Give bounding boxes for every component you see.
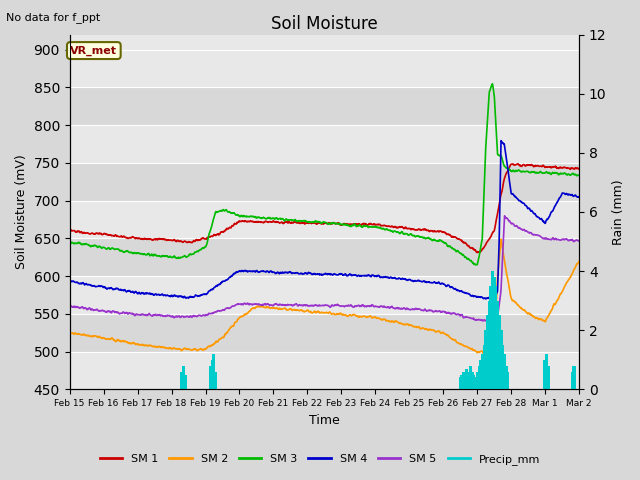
SM 3 (296, 218, 304, 224)
SM 3 (326, 221, 334, 227)
SM 4 (543, 216, 551, 222)
SM 5 (66, 304, 74, 310)
Line: SM 1: SM 1 (70, 164, 579, 252)
SM 4 (157, 292, 164, 298)
SM 1 (515, 161, 522, 167)
SM 4 (497, 138, 505, 144)
Bar (70, 49, 579, 87)
SM 2 (66, 330, 74, 336)
SM 3 (66, 240, 74, 246)
SM 4 (482, 296, 490, 302)
SM 3 (157, 254, 164, 260)
SM 2 (497, 236, 505, 242)
Line: SM 4: SM 4 (70, 141, 579, 299)
SM 1 (296, 220, 304, 226)
SM 2 (417, 326, 424, 332)
SM 4 (575, 194, 583, 200)
Line: SM 2: SM 2 (70, 239, 579, 354)
SM 4 (326, 272, 334, 277)
Y-axis label: Rain (mm): Rain (mm) (612, 179, 625, 245)
SM 5 (157, 313, 164, 319)
SM 2 (575, 258, 583, 264)
Bar (70, 125, 579, 163)
Text: No data for f_ppt: No data for f_ppt (6, 12, 100, 23)
SM 3 (472, 262, 480, 268)
SM 3 (488, 81, 496, 87)
SM 3 (76, 240, 83, 246)
Bar (70, 87, 579, 125)
X-axis label: Time: Time (309, 414, 340, 427)
SM 2 (76, 331, 83, 337)
SM 1 (76, 228, 83, 234)
SM 5 (296, 302, 304, 308)
SM 1 (326, 221, 334, 227)
Bar (70, 351, 579, 389)
SM 5 (326, 304, 334, 310)
SM 2 (157, 345, 164, 350)
SM 1 (66, 227, 74, 233)
SM 4 (76, 281, 83, 287)
Bar (70, 239, 579, 276)
SM 5 (417, 307, 424, 313)
Bar (70, 276, 579, 314)
Bar (70, 314, 579, 351)
SM 4 (66, 278, 74, 284)
SM 5 (543, 236, 551, 242)
SM 1 (543, 164, 551, 170)
Text: VR_met: VR_met (70, 46, 117, 56)
Bar (70, 163, 579, 201)
SM 2 (480, 351, 488, 357)
SM 5 (500, 213, 508, 219)
SM 1 (474, 250, 481, 255)
Line: SM 3: SM 3 (70, 84, 579, 265)
Line: SM 5: SM 5 (70, 216, 579, 322)
SM 1 (157, 236, 164, 242)
Y-axis label: Soil Moisture (mV): Soil Moisture (mV) (15, 155, 28, 269)
SM 5 (575, 238, 583, 243)
Legend: SM 1, SM 2, SM 3, SM 4, SM 5, Precip_mm: SM 1, SM 2, SM 3, SM 4, SM 5, Precip_mm (95, 450, 545, 469)
Title: Soil Moisture: Soil Moisture (271, 15, 378, 33)
SM 2 (326, 310, 334, 315)
SM 5 (490, 319, 497, 324)
SM 4 (417, 278, 424, 284)
SM 2 (296, 308, 304, 313)
SM 5 (76, 305, 83, 311)
SM 3 (575, 172, 583, 178)
SM 1 (417, 227, 424, 233)
SM 4 (296, 271, 304, 276)
SM 1 (575, 166, 583, 172)
SM 2 (543, 315, 551, 321)
SM 3 (543, 169, 551, 175)
Bar (70, 201, 579, 239)
SM 3 (417, 234, 424, 240)
